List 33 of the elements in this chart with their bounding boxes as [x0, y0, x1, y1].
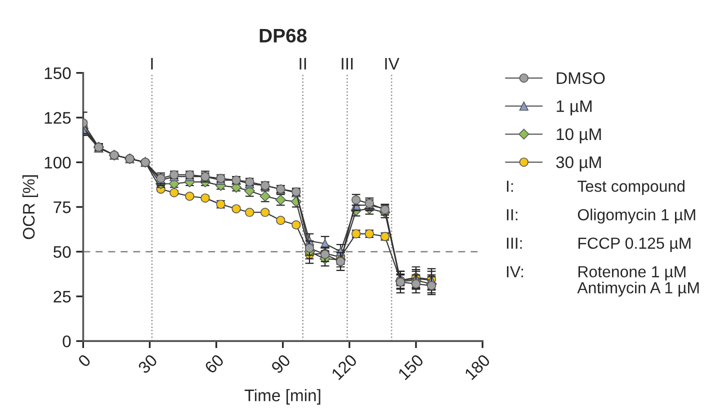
x-axis-title: Time [min]	[244, 389, 320, 405]
ref-line-label: II	[300, 58, 306, 70]
ref-line-label: IV	[385, 58, 400, 70]
y-tick-label: 150	[44, 67, 71, 80]
legend-label: 30 µM	[556, 156, 601, 172]
text: III:	[506, 238, 522, 249]
chart-title: DP68	[260, 28, 307, 43]
ref-line-label: III	[342, 58, 353, 70]
legend-label: DMSO	[556, 72, 605, 84]
x-tick-label: 180	[464, 354, 491, 380]
y-tick-label: 25	[54, 290, 71, 303]
ref-line-label: I	[151, 58, 153, 70]
x-tick-label: 90	[270, 354, 292, 374]
x-tick-label: 60	[204, 354, 224, 374]
y-axis-title: OCR [%]	[22, 175, 38, 240]
y-tick-label: 125	[44, 112, 71, 124]
text: Rotenone 1 µM Antimycin A 1 µM	[577, 266, 699, 297]
text: Test compound	[578, 180, 684, 196]
x-tick-label: 0	[77, 354, 92, 368]
y-tick-label: 0	[62, 335, 71, 348]
text: IV:	[506, 266, 523, 278]
legend-label: 10 µM	[556, 128, 601, 144]
x-tick-label: 150	[398, 354, 424, 380]
text: Oligomycin 1 µM	[578, 208, 696, 224]
y-tick-label: 50	[53, 246, 71, 258]
text: II:	[506, 209, 518, 220]
x-tick-label: 30	[137, 354, 158, 374]
x-tick-label: 120	[330, 354, 358, 380]
y-tick-label: 100	[44, 156, 71, 168]
y-tick-label: 75	[54, 202, 71, 214]
text: I:	[506, 180, 513, 192]
legend-label: 1 µM	[556, 100, 592, 116]
text: FCCP 0.125 µM	[578, 238, 690, 252]
